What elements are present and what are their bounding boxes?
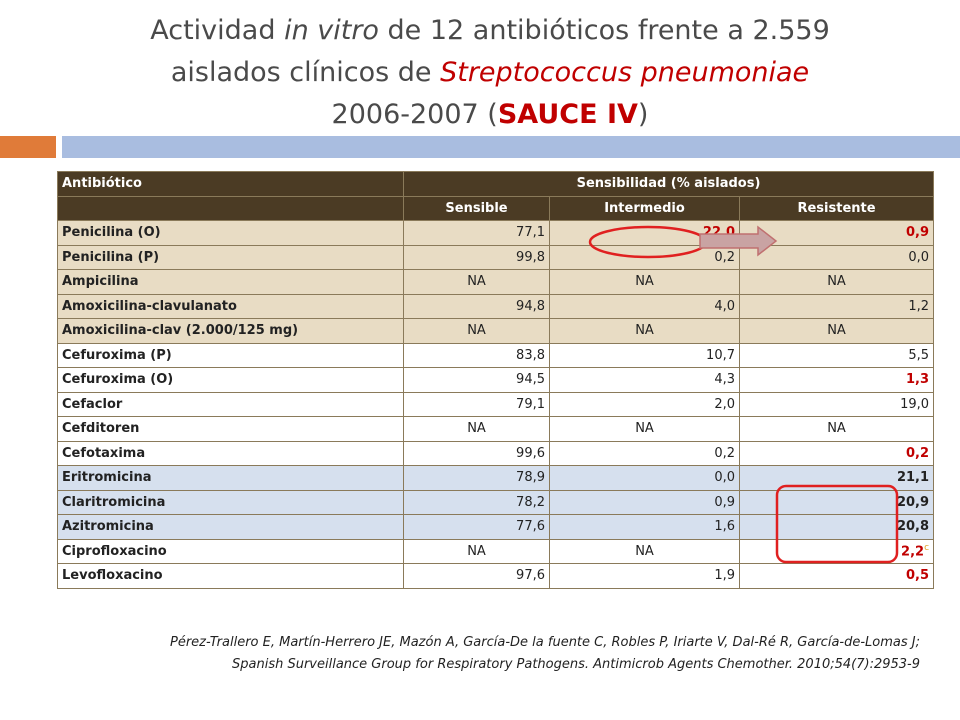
table-row: Amoxicilina-clav (2.000/125 mg) NA NA NA [57, 318, 935, 344]
title-line-2: aislados clínicos de Streptococcus pneum… [170, 57, 810, 88]
table-row: Levofloxacino 97,6 1,9 0,5 [57, 563, 935, 589]
antibiotic-name: Cefotaxima [57, 440, 404, 466]
table-row: Cefuroxima (O) 94,5 4,3 1,3 [57, 367, 935, 393]
resistente-value: NA [738, 318, 935, 344]
sensible-value: NA [403, 538, 550, 564]
slide-title: Actividad in vitro de 12 antibióticos fr… [60, 10, 920, 136]
sensible-value: NA [403, 416, 550, 442]
sensible-value: 94,8 [403, 293, 550, 319]
resistente-value: 1,3 [738, 367, 935, 393]
antibiotic-name: Cefaclor [57, 391, 404, 417]
resistente-value: 20,9 [738, 489, 935, 515]
sensible-value: 78,2 [403, 489, 550, 515]
antibiotic-name: Claritromicina [57, 489, 404, 515]
sensible-value: 77,1 [403, 220, 550, 246]
sensible-value: 77,6 [403, 514, 550, 540]
sensible-value: 99,8 [403, 244, 550, 270]
intermedio-value: 4,3 [549, 367, 740, 393]
table-row: Eritromicina 78,9 0,0 21,1 [57, 465, 935, 491]
antibiotic-name: Azitromicina [57, 514, 404, 540]
table-row: Cefuroxima (P) 83,8 10,7 5,5 [57, 342, 935, 368]
resistente-value: NA [738, 416, 935, 442]
header-sensibilidad: Sensibilidad (% aislados) [402, 171, 935, 197]
intermedio-value: NA [549, 416, 740, 442]
antibiotic-name: Penicilina (O) [57, 220, 404, 246]
sensible-value: 99,6 [403, 440, 550, 466]
table-row: Cefaclor 79,1 2,0 19,0 [57, 391, 935, 417]
table-row: Cefditoren NA NA NA [57, 416, 935, 442]
resistente-value: 5,5 [738, 342, 935, 368]
table-header-row-1: Antibiótico Sensibilidad (% aislados) [57, 171, 935, 197]
accent-bar-orange [0, 136, 56, 158]
susceptibility-table: Antibiótico Sensibilidad (% aislados) Se… [57, 171, 935, 589]
resistente-value: 0,2 [738, 440, 935, 466]
antibiotic-name: Cefditoren [57, 416, 404, 442]
reference-line-1: Pérez-Trallero E, Martín-Herrero JE, Maz… [170, 635, 920, 650]
table-header-row-2: Sensible Intermedio Resistente [57, 195, 935, 221]
table-row: Azitromicina 77,6 1,6 20,8 [57, 514, 935, 540]
intermedio-value: NA [549, 269, 740, 295]
table-row: Penicilina (O) 77,1 22,0 0,9 [57, 220, 935, 246]
accent-bar-blue [62, 136, 960, 158]
antibiotic-name: Penicilina (P) [57, 244, 404, 270]
intermedio-value: 10,7 [549, 342, 740, 368]
resistente-value: 0,0 [738, 244, 935, 270]
sensible-value: NA [403, 318, 550, 344]
resistente-value: 0,5 [738, 563, 935, 589]
sensible-value: 78,9 [403, 465, 550, 491]
title-line-3: 2006-2007 (SAUCE IV) [331, 99, 649, 130]
resistente-value: 0,9 [738, 220, 935, 246]
sensible-value: NA [403, 269, 550, 295]
sensible-value: 94,5 [403, 367, 550, 393]
intermedio-value: 0,9 [549, 489, 740, 515]
antibiotic-name: Cefuroxima (P) [57, 342, 404, 368]
resistente-value: 21,1 [738, 465, 935, 491]
intermedio-value: 1,6 [549, 514, 740, 540]
resistente-value: 19,0 [738, 391, 935, 417]
antibiotic-name: Levofloxacino [57, 563, 404, 589]
antibiotic-name: Cefuroxima (O) [57, 367, 404, 393]
table-row: Ampicilina NA NA NA [57, 269, 935, 295]
header-sensible: Sensible [403, 195, 550, 221]
header-resistente: Resistente [738, 195, 935, 221]
resistente-value: 20,8 [738, 514, 935, 540]
table-row: Amoxicilina-clavulanato 94,8 4,0 1,2 [57, 293, 935, 319]
antibiotic-name: Ampicilina [57, 269, 404, 295]
intermedio-value: 22,0 [549, 220, 740, 246]
intermedio-value: 0,2 [549, 244, 740, 270]
table-row: Penicilina (P) 99,8 0,2 0,0 [57, 244, 935, 270]
resistente-value: 1,2 [738, 293, 935, 319]
sensible-value: 79,1 [403, 391, 550, 417]
antibiotic-name: Eritromicina [57, 465, 404, 491]
footnote-mark: c [924, 543, 930, 554]
resistente-value: 2,2c [738, 538, 935, 564]
header-antibiotico: Antibiótico [57, 171, 404, 197]
table-row: Cefotaxima 99,6 0,2 0,2 [57, 440, 935, 466]
intermedio-value: 1,9 [549, 563, 740, 589]
antibiotic-name: Ciprofloxacino [57, 538, 404, 564]
intermedio-value: 0,0 [549, 465, 740, 491]
resistente-value: NA [738, 269, 935, 295]
intermedio-value: NA [549, 538, 740, 564]
antibiotic-name: Amoxicilina-clav (2.000/125 mg) [57, 318, 404, 344]
sensible-value: 97,6 [403, 563, 550, 589]
resistente-number: 2,2 [901, 544, 925, 560]
reference-citation: Pérez-Trallero E, Martín-Herrero JE, Maz… [50, 632, 920, 676]
table-row: Ciprofloxacino NA NA 2,2c [57, 538, 935, 564]
sensible-value: 83,8 [403, 342, 550, 368]
intermedio-value: NA [549, 318, 740, 344]
antibiotic-name: Amoxicilina-clavulanato [57, 293, 404, 319]
intermedio-value: 4,0 [549, 293, 740, 319]
table-row: Claritromicina 78,2 0,9 20,9 [57, 489, 935, 515]
header-blank [57, 195, 404, 221]
intermedio-value: 2,0 [549, 391, 740, 417]
reference-line-2: Spanish Surveillance Group for Respirato… [232, 657, 920, 672]
header-intermedio: Intermedio [549, 195, 740, 221]
title-line-1: Actividad in vitro de 12 antibióticos fr… [150, 15, 830, 46]
intermedio-value: 0,2 [549, 440, 740, 466]
